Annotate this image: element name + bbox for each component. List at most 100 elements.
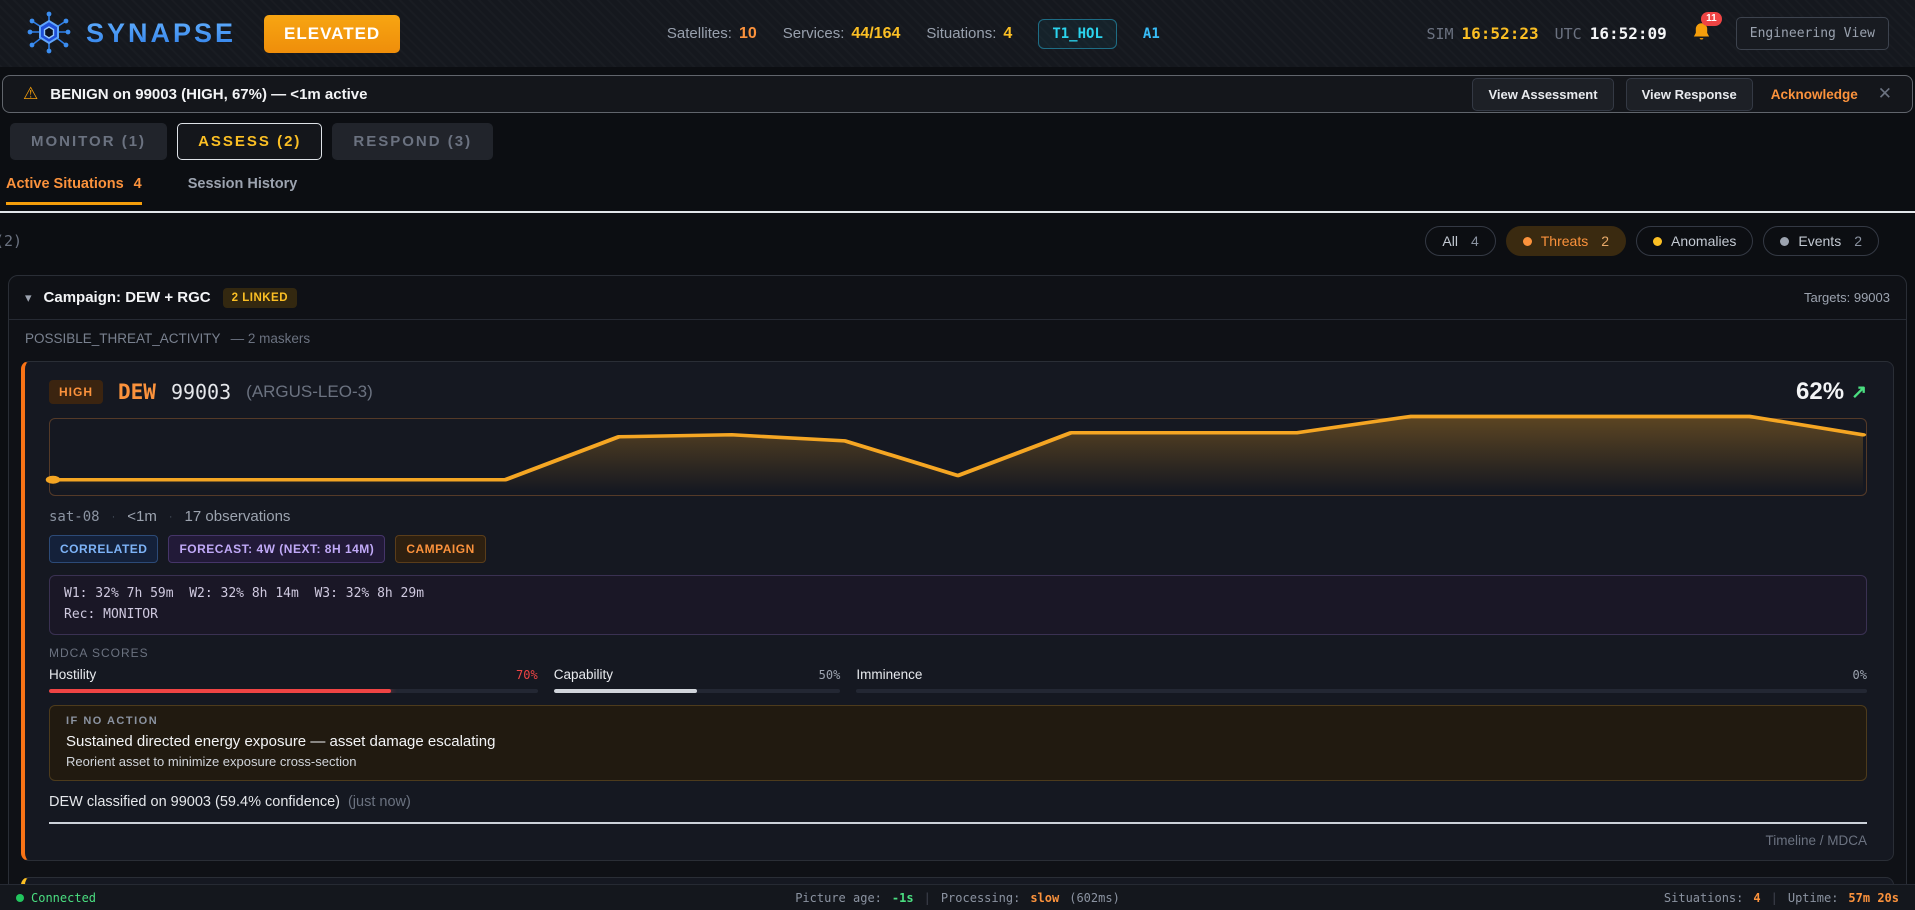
connected-label: Connected [31,890,97,905]
sensor-label: sat-08 [49,508,100,525]
imminence-value: 0% [1852,667,1867,682]
processing-value: slow [1030,890,1060,905]
mdca-imminence: Imminence 0% [856,667,1867,693]
close-icon[interactable]: ✕ [1877,84,1892,103]
filter-row: (2) All 4 Threats 2 Anomalies Events 2 [0,213,1915,269]
header-stats: Satellites: 10 Services: 44/164 Situatio… [666,18,1160,49]
picture-age-value: -1s [891,890,914,905]
tab-session-history[interactable]: Session History [187,176,298,192]
satellites-label: Satellites: [666,24,732,42]
tab-assess[interactable]: ASSESS (2) [177,123,323,160]
view-assessment-button[interactable]: View Assessment [1472,77,1614,111]
correlated-badge: CORRELATED [49,535,159,563]
if-no-action-text: Sustained directed energy exposure — ass… [66,732,496,750]
sim-label: SIM [1426,25,1454,43]
pill-anomalies-label: Anomalies [1671,233,1737,249]
linked-count-badge: 2 LINKED [222,287,298,308]
sim-time: 16:52:23 [1461,24,1539,43]
timeline-divider [49,821,1867,824]
top-bar: SYNAPSE ELEVATED Satellites: 10 Services… [0,0,1915,67]
utc-clock: UTC 16:52:09 [1555,24,1667,43]
threat-card-dew[interactable]: HIGH DEW 99003 (ARGUS-LEO-3) 62% ↗ [21,361,1894,861]
tab-monitor[interactable]: MONITOR (1) [10,123,168,160]
if-no-action-label: IF NO ACTION [66,714,159,727]
header-right: SIM 16:52:23 UTC 16:52:09 11 Engineering… [1426,12,1889,50]
utc-label: UTC [1554,25,1582,43]
dew-meta-row: sat-08 · <1m · 17 observations [49,508,1867,525]
forecast-windows-text: W1: 32% 7h 59m W2: 32% 8h 14m W3: 32% 8h… [64,586,425,601]
imminence-bar [856,688,1867,693]
connected-dot-icon [16,893,24,902]
dew-confidence-chart [45,414,1867,496]
pill-threats-count: 2 [1601,233,1610,249]
situations-label: Situations: [926,24,997,42]
processing-detail: (602ms) [1069,890,1120,905]
filter-pills: All 4 Threats 2 Anomalies Events 2 [1425,226,1879,256]
severity-badge: HIGH [49,380,103,404]
acknowledge-button[interactable]: Acknowledge [1770,86,1858,102]
utc-time: 16:52:09 [1589,24,1667,43]
clipped-count-label: (2) [0,232,23,250]
campaign-targets: Targets: 99003 [1803,290,1890,305]
sim-clock: SIM 16:52:23 [1426,24,1538,43]
engineering-view-button[interactable]: Engineering View [1735,17,1889,50]
mdca-hostility: Hostility 70% [49,667,538,693]
activity-type-label: POSSIBLE_THREAT_ACTIVITY [25,331,221,346]
asset-name-label: (ARGUS-LEO-3) [246,382,373,401]
dew-badge-row: CORRELATED FORECAST: 4W (NEXT: 8H 14M) C… [49,535,1867,563]
if-no-action-box: IF NO ACTION Sustained directed energy e… [49,704,1867,781]
tab-active-situations[interactable]: Active Situations 4 [6,176,142,205]
alert-message: BENIGN on 99003 (HIGH, 67%) — <1m active [50,85,368,103]
filter-pill-all[interactable]: All 4 [1425,226,1496,256]
brand-title: SYNAPSE [86,18,237,48]
alert-banner: ⚠ BENIGN on 99003 (HIGH, 67%) — <1m acti… [2,75,1913,113]
bell-icon [1691,23,1712,46]
situations-stat: Situations: 4 [926,25,1012,43]
situations-footer-label: Situations: [1663,890,1744,905]
campaign-badge: CAMPAIGN [395,535,486,563]
processing-label: Processing: [940,890,1021,905]
filter-pill-threats[interactable]: Threats 2 [1505,226,1627,256]
services-label: Services: [782,24,845,42]
services-stat: Services: 44/164 [783,25,901,43]
hostility-bar [49,688,538,693]
capability-value: 50% [818,667,841,682]
threats-dot-icon [1522,236,1532,246]
warning-icon: ⚠ [23,84,39,103]
brand-group: SYNAPSE ELEVATED [26,9,401,58]
alert-actions: View Assessment View Response Acknowledg… [1472,77,1892,111]
trend-up-icon: ↗ [1851,381,1867,403]
active-situations-label: Active Situations [6,176,124,192]
campaign-header[interactable]: ▾ Campaign: DEW + RGC 2 LINKED Targets: … [9,276,1906,320]
hostility-value: 70% [516,667,538,682]
classification-text: DEW classified on 99003 (59.4% confidenc… [49,793,340,810]
classification-row: DEW classified on 99003 (59.4% confidenc… [49,794,1867,810]
filter-pill-anomalies[interactable]: Anomalies [1636,226,1754,256]
services-value: 44/164 [851,24,901,42]
events-dot-icon [1780,236,1790,246]
target-id-label: 99003 [170,380,232,404]
campaign-activity-row: POSSIBLE_THREAT_ACTIVITY — 2 maskers [9,320,1906,361]
forecast-badge: FORECAST: 4W (NEXT: 8H 14M) [168,535,386,563]
mdca-scores-row: Hostility 70% Capability 50% Imminence [49,667,1867,693]
notifications-button[interactable]: 11 [1691,12,1722,46]
tab-respond[interactable]: RESPOND (3) [332,123,494,160]
status-bar: Connected Picture age: -1s | Processing:… [0,884,1915,910]
view-response-button[interactable]: View Response [1625,77,1753,111]
filter-pill-events[interactable]: Events 2 [1763,226,1879,256]
pill-events-count: 2 [1854,233,1862,249]
pill-events-label: Events [1798,233,1842,249]
imminence-label: Imminence [856,666,923,682]
picture-age-label: Picture age: [795,890,882,905]
capability-bar [553,688,841,693]
capability-label: Capability [553,666,614,682]
collapse-caret-icon[interactable]: ▾ [25,289,32,305]
mode-tabs: MONITOR (1) ASSESS (2) RESPOND (3) [0,113,1915,160]
threat-level-badge: ELEVATED [264,14,401,53]
status-separator: | [923,890,931,905]
if-no-action-mitigation: Reorient asset to minimize exposure cros… [66,753,357,769]
confidence-group: 62% ↗ [1796,378,1867,406]
sub-tabs: Active Situations 4 Session History [0,160,1915,205]
threat-type-label: DEW [118,380,156,404]
